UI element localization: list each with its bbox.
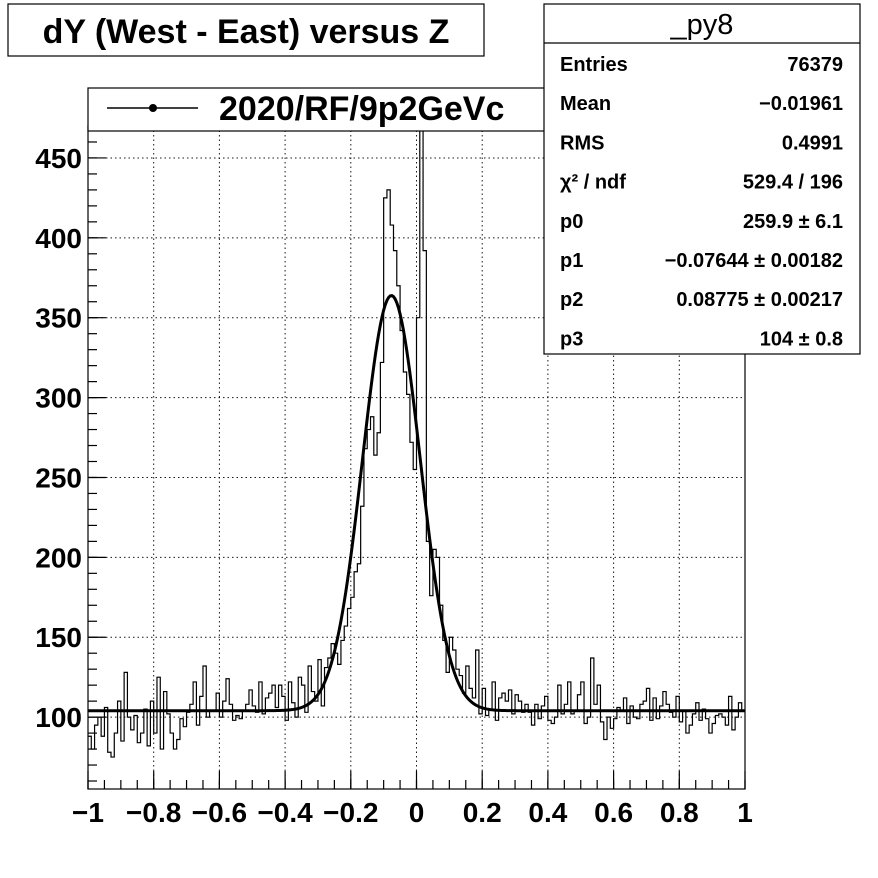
stats-row-value: 0.08775 ± 0.00217 [676, 289, 843, 311]
x-tick-label: 0 [409, 797, 425, 828]
stats-row-value: 0.4991 [782, 132, 843, 154]
y-tick-label: 100 [35, 702, 82, 733]
x-tick-label: −0.4 [257, 797, 313, 828]
legend-box: 2020/RF/9p2GeVc [87, 87, 615, 132]
stats-box: _py8 Entries 76379 Mean −0.01961 RMS 0.4991 χ²… [543, 3, 861, 355]
stats-row-label: p3 [560, 328, 583, 350]
y-tick-label: 350 [35, 303, 82, 334]
x-tick-label: −0.2 [323, 797, 378, 828]
legend-marker [149, 104, 157, 112]
x-tick-label: 0.6 [594, 797, 633, 828]
y-tick-label: 150 [35, 622, 82, 653]
stats-row-label: Mean [560, 93, 611, 115]
stats-row-value: −0.07644 ± 0.00182 [665, 250, 843, 272]
fit-curve [88, 293, 745, 713]
stats-row-label: χ² / ndf [560, 172, 626, 194]
y-tick-label: 400 [35, 223, 82, 254]
grid [88, 126, 745, 789]
stats-row-value: 259.9 ± 6.1 [743, 211, 843, 233]
y-tick-label: 300 [35, 383, 82, 414]
stats-row-value: 529.4 / 196 [743, 172, 843, 194]
stats-rows: Entries 76379 Mean −0.01961 RMS 0.4991 χ² / nd… [560, 54, 843, 350]
y-tick-label: 450 [35, 143, 82, 174]
x-tick-label: −0.8 [126, 797, 181, 828]
stats-row-label: p0 [560, 211, 583, 233]
stats-row-value: −0.01961 [759, 93, 843, 115]
stats-row-value: 76379 [787, 54, 843, 76]
x-tick-label: 0.4 [528, 797, 567, 828]
y-tick-label: 200 [35, 542, 82, 573]
stats-row-value: 104 ± 0.8 [760, 328, 843, 350]
x-tick-label: 1 [737, 797, 753, 828]
y-tick-label: 250 [35, 462, 82, 493]
stats-row-label: p1 [560, 250, 583, 272]
x-tick-label: 0.2 [463, 797, 502, 828]
histogram-series [88, 125, 745, 758]
stats-row-label: Entries [560, 54, 628, 76]
stats-row-label: RMS [560, 132, 604, 154]
legend-label: 2020/RF/9p2GeVc [219, 90, 504, 128]
x-tick-label: 0.8 [660, 797, 699, 828]
stats-row-label: p2 [560, 289, 583, 311]
axis-tick-labels: −1 −0.8 −0.6 −0.4 −0.2 0 0.2 0.4 0.6 0.8 1 100 150 20… [35, 143, 753, 828]
chart-title-box: dY (West - East) versus Z [7, 3, 485, 57]
axis-ticks [87, 125, 746, 789]
chart-title: dY (West - East) versus Z [43, 13, 450, 51]
stats-title: _py8 [670, 9, 734, 41]
x-tick-label: −0.6 [192, 797, 247, 828]
x-tick-label: −1 [72, 797, 104, 828]
